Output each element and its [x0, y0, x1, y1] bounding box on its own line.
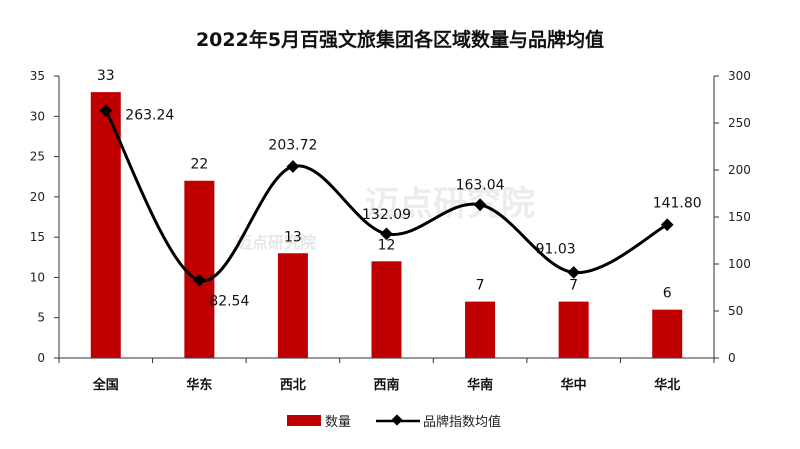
x-tick-label: 全国: [92, 377, 119, 393]
bar: [90, 92, 121, 358]
line-value-label: 132.09: [362, 207, 411, 223]
y-left-tick-label: 30: [30, 109, 45, 123]
bar: [652, 309, 683, 358]
legend: 数量 品牌指数均值: [287, 414, 501, 430]
watermark: 迈点研究院 迈点研究院: [236, 184, 535, 252]
y-left-tick-label: 15: [30, 230, 45, 244]
y-left-tick-label: 20: [30, 190, 45, 204]
line-value-label: 163.04: [456, 178, 505, 194]
line-point: [473, 198, 487, 212]
bar-value-label: 7: [569, 278, 578, 294]
bar: [184, 180, 215, 358]
bar-series: [90, 92, 683, 358]
bar-value-label: 12: [378, 237, 396, 253]
bar: [465, 301, 496, 358]
line-value-label: 91.03: [536, 241, 576, 257]
legend-marker-line: [391, 414, 403, 426]
bar-value-label: 7: [476, 278, 485, 294]
line-value-label: 82.54: [209, 293, 249, 309]
bar: [371, 261, 402, 358]
y-left-tick-label: 35: [30, 69, 45, 83]
line-value-label: 263.24: [125, 108, 174, 124]
bar-value-label: 22: [190, 157, 208, 173]
axes: 0 5 10 15 20 25 30 35 0 50 100 150 200 250 300: [30, 69, 751, 365]
line-point: [286, 160, 300, 173]
x-tick-label: 西南: [373, 377, 399, 393]
y-right-tick-label: 0: [728, 351, 736, 365]
watermark-large: 迈点研究院: [365, 184, 535, 224]
bar-value-label: 6: [663, 286, 672, 302]
line-value-label: 203.72: [268, 138, 317, 154]
y-left-tick-label: 10: [30, 270, 45, 284]
y-right-tick-label: 100: [728, 257, 751, 271]
line-point: [192, 274, 206, 287]
y-left-tick-label: 0: [37, 351, 45, 365]
y-left-tick-label: 25: [30, 150, 45, 164]
y-right-tick-label: 300: [728, 69, 751, 83]
legend-label-line: 品牌指数均值: [423, 414, 501, 430]
line-point: [380, 227, 393, 241]
y-right-tick-label: 50: [728, 304, 743, 318]
x-tick-label: 华中: [561, 377, 587, 393]
legend-swatch-bars: [287, 415, 321, 426]
category-labels: 全国 华东 西北 西南 华南 华中 华北: [92, 377, 680, 393]
bar: [277, 253, 308, 358]
y-right-tick-label: 200: [728, 163, 751, 177]
legend-label-bars: 数量: [325, 415, 351, 430]
x-tick-label: 华东: [186, 377, 212, 393]
bar-value-label: 33: [97, 68, 115, 84]
y-right-tick-label: 250: [728, 116, 751, 130]
y-left-tick-label: 5: [37, 311, 45, 325]
chart-title: 2022年5月百强文旅集团各区域数量与品牌均值: [196, 28, 604, 51]
bar: [558, 301, 589, 358]
x-tick-label: 华北: [654, 377, 680, 393]
x-tick-label: 华南: [467, 377, 493, 393]
data-labels: 33 22 13 12 7 7 6 263.24 82.54 203.72 132.09 163.04…: [97, 68, 702, 309]
line-value-label: 141.80: [653, 196, 702, 212]
watermark-small: 迈点研究院: [236, 233, 316, 252]
bar-value-label: 13: [284, 229, 302, 245]
x-tick-label: 西北: [280, 378, 306, 393]
y-right-tick-label: 150: [728, 210, 751, 224]
